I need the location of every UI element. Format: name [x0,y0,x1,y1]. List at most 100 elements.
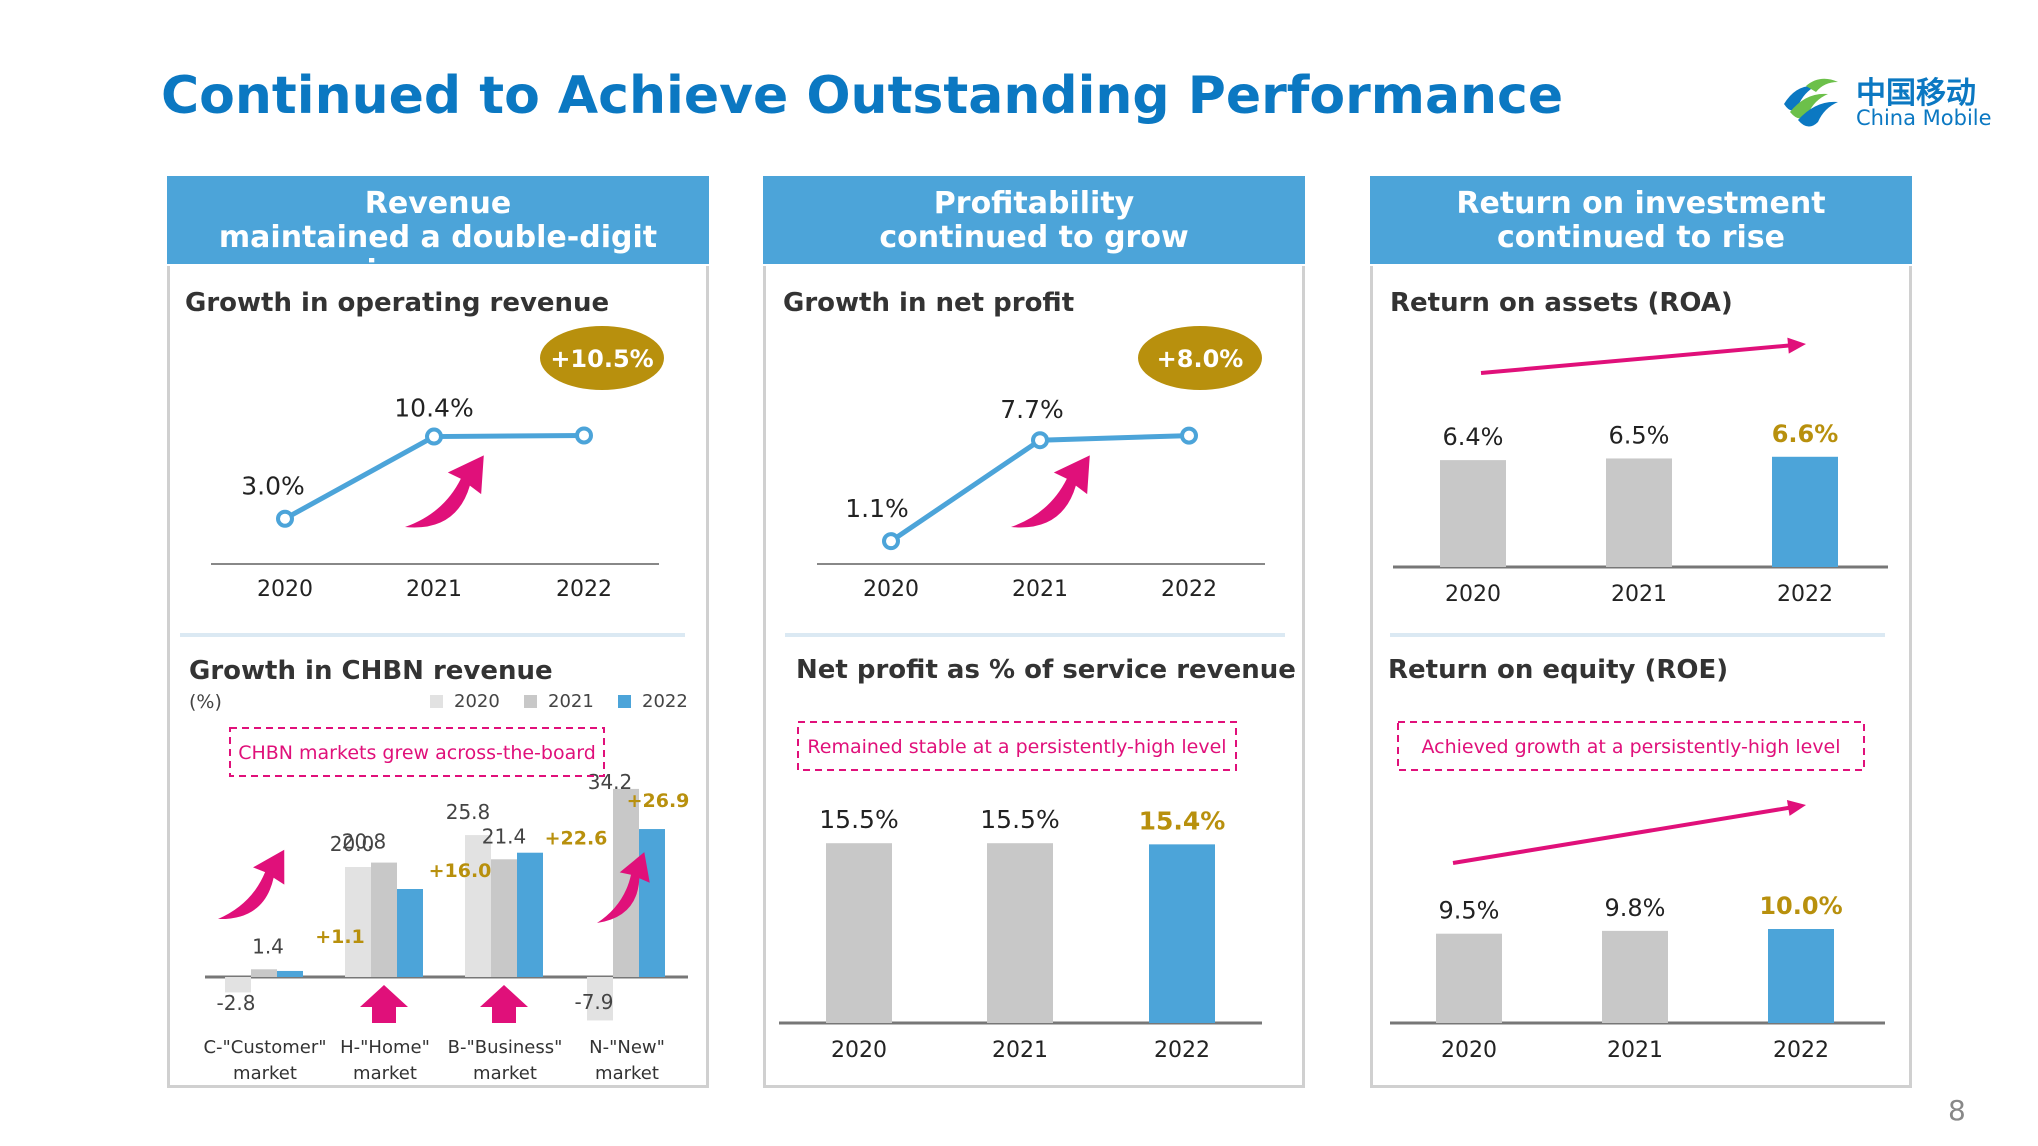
x-tick-label: 2020 [257,577,313,602]
roa-bar [1440,460,1506,567]
x-tick-label: 2021 [992,1038,1048,1063]
category-label: market [353,1063,417,1084]
logo-icon [1784,78,1838,127]
trend-arrow [1480,337,1806,375]
logo-chinese-text: 中国移动 [1856,76,1976,111]
chbn-bar [517,852,543,977]
category-label: N-"New" [589,1037,665,1058]
x-tick-label: 2021 [406,577,462,602]
trend-arrow [218,849,285,920]
chbn-bar [397,889,423,977]
data-label: 10.0% [1759,892,1842,920]
data-label: 7.7% [1000,395,1064,424]
x-tick-label: 2022 [556,577,612,602]
net-margin-bar [1149,844,1215,1023]
arrow-head [1787,337,1806,354]
category-label: market [233,1063,297,1084]
chbn-bar [345,867,371,977]
logo-english-text: China Mobile [1856,106,1992,130]
data-label: +26.9 [627,790,690,812]
badge-label-shape [1138,326,1262,390]
legend-label: 2022 [642,691,688,712]
panel-header-line1: Return on investment [1456,186,1826,221]
data-label: 15.5% [819,805,898,834]
up-arrow [360,985,408,1023]
annotation-note-box [797,721,1237,771]
trend-arrow [597,852,650,923]
profitability-panel: Profitability continued to grow Growth i… [763,176,1305,1088]
category-label: H-"Home" [340,1037,430,1058]
data-point [575,426,593,445]
return-panel: Return on investment continued to rise R… [1370,176,1912,1088]
chbn-bar [639,829,665,977]
section-title: Growth in net profit [783,288,1075,318]
data-label: 20.0 [330,832,375,856]
data-label: 21.4 [482,824,527,848]
panel-body [167,266,709,1088]
panel-header-line1: Revenue [364,186,512,221]
panel-body [763,266,1305,1088]
annotation-note-box [229,727,605,777]
panel-header: Return on investment continued to rise [1370,176,1912,264]
data-label: 3.0% [241,472,305,501]
chbn-bar [251,969,277,977]
arrow-line [1452,804,1797,865]
category-label: market [595,1063,659,1084]
panel-header-line2: continued to grow [879,220,1189,255]
data-label: 9.5% [1439,897,1500,925]
panel-header-line2: maintained a double-digit increase [218,220,658,289]
x-tick-label: 2022 [1161,577,1217,602]
x-tick-label: 2022 [1773,1038,1829,1063]
annotation-note: CHBN markets grew across-the-board [238,742,596,764]
x-tick-label: 2020 [1445,582,1501,607]
page-number: 8 [1948,1094,1966,1127]
data-point [276,509,294,528]
revenue-panel: Revenue maintained a double-digit increa… [167,176,709,1088]
panel-header-line1: Profitability [933,186,1135,221]
data-label: 1.1% [845,494,909,523]
section-title: Net profit as % of service revenue [796,655,1296,685]
panel-header-line2: continued to rise [1496,220,1786,255]
data-label: +1.1 [315,926,365,948]
data-label: 34.2 [588,770,633,794]
roe-bar [1602,930,1668,1023]
data-label: 20.8 [342,830,387,854]
up-arrow [480,985,528,1023]
x-tick-label: 2021 [1607,1038,1663,1063]
data-label: 9.8% [1605,894,1666,922]
arrow-shape [405,455,484,528]
data-label: 6.5% [1609,421,1670,449]
roe-bar [1436,933,1502,1023]
data-point [1180,426,1198,445]
data-label: +16.0 [429,860,492,882]
arrow-line [1480,342,1797,375]
panel-header: Revenue maintained a double-digit increa… [167,176,709,289]
x-tick-label: 2020 [831,1038,887,1063]
legend-swatch [430,695,443,708]
data-label: 6.4% [1443,423,1504,451]
trend-arrow [1011,455,1090,528]
data-label: 15.5% [980,805,1059,834]
legend-label: 2021 [548,691,594,712]
x-tick-label: 2020 [863,577,919,602]
annotation-note: Remained stable at a persistently-high l… [807,736,1226,758]
chbn-bar [491,859,517,977]
chbn-bar [225,977,251,993]
arrow-shape [1011,455,1090,528]
data-label: +22.6 [545,828,608,850]
section-title: Growth in CHBN revenue [189,656,553,686]
chbn-bar [277,970,303,977]
data-label: 6.6% [1772,420,1839,448]
data-label: 1.4 [252,934,284,958]
roe-bar [1768,929,1834,1023]
panel-body [1370,266,1912,1088]
badge-label: +8.0% [1157,345,1244,373]
chbn-bar [465,835,491,977]
badge-label: +10.5% [550,345,653,373]
x-tick-label: 2022 [1154,1038,1210,1063]
legend-label: 2020 [454,691,500,712]
data-label: 15.4% [1139,806,1226,835]
x-tick-label: 2021 [1012,577,1068,602]
category-label: C-"Customer" [203,1037,326,1058]
